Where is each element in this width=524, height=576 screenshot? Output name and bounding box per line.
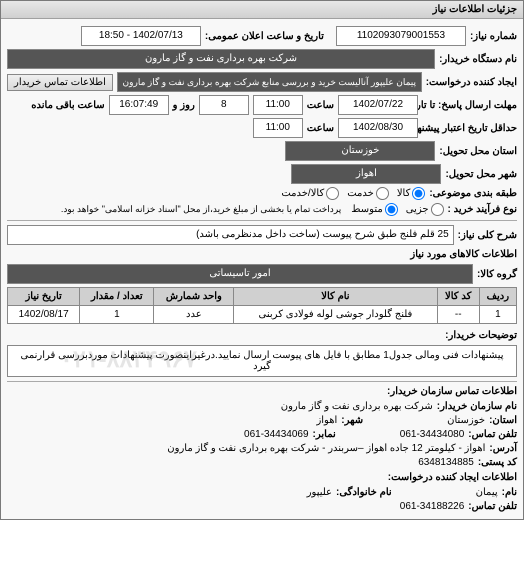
contact-city-value: اهواز: [316, 415, 337, 426]
radio-medium[interactable]: [385, 203, 398, 216]
contact-address-value: اهواز - کیلومتر 12 جاده اهواز –سربندر - …: [167, 443, 485, 454]
deadline-remaining-label: ساعت باقی مانده: [31, 100, 104, 111]
cell-date: 1402/08/17: [8, 306, 80, 324]
radio-medium-label: متوسط: [351, 204, 382, 215]
validity-date: 1402/08/30: [338, 118, 418, 138]
requester-label: ایجاد کننده درخواست:: [426, 77, 517, 88]
contact-address-label: آدرس:: [489, 443, 517, 454]
th-row: ردیف: [479, 288, 516, 306]
contact-postal-value: 6348134885: [418, 457, 474, 468]
requester-value: پیمان علیپور آنالیست خرید و بررسی منابع …: [117, 72, 422, 92]
buyer-name-label: نام دستگاه خریدار:: [439, 54, 517, 65]
panel-title: جزئیات اطلاعات نیاز: [1, 1, 523, 19]
contact-phone-value: 061-34434080: [400, 429, 465, 440]
th-date: تاریخ نیاز: [8, 288, 80, 306]
buyer-name-value: شرکت بهره برداری نفت و گاز مارون: [7, 49, 435, 69]
req-phone-label: تلفن تماس:: [468, 501, 517, 512]
province-value: خوزستان: [285, 141, 435, 161]
deadline-time-label: ساعت: [307, 100, 334, 111]
description-value: 25 قلم فلنج طبق شرح پیوست (ساخت داخل مدن…: [7, 225, 454, 245]
cell-qty: 1: [80, 306, 154, 324]
public-date-label: تاریخ و ساعت اعلان عمومی:: [205, 31, 324, 42]
radio-both-label: کالا/خدمت: [281, 188, 324, 199]
city-label: شهر محل تحویل:: [445, 169, 517, 180]
table-header-row: ردیف کد کالا نام کالا واحد شمارش تعداد /…: [8, 288, 517, 306]
subject-category-group: کالا خدمت کالا/خدمت: [281, 187, 425, 200]
goods-group-value: امور تاسیساتی: [7, 264, 473, 284]
cell-row: 1: [479, 306, 516, 324]
radio-goods[interactable]: [412, 187, 425, 200]
cell-unit: عدد: [154, 306, 234, 324]
radio-service-label: خدمت: [347, 188, 374, 199]
radio-goods-label: کالا: [397, 188, 411, 199]
th-name: نام کالا: [234, 288, 437, 306]
validity-label: حداقل تاریخ اعتبار پیشنهاد: تا تاریخ:: [422, 123, 517, 134]
main-panel: جزئیات اطلاعات نیاز شماره نیاز: 11020930…: [0, 0, 524, 520]
purchase-type-group: جزیی متوسط: [351, 203, 443, 216]
radio-service[interactable]: [376, 187, 389, 200]
goods-table: ردیف کد کالا نام کالا واحد شمارش تعداد /…: [7, 287, 517, 324]
contact-province-label: استان:: [489, 415, 517, 426]
contact-fax-label: نمابر:: [313, 429, 336, 440]
contact-phone-label: تلفن تماس:: [468, 429, 517, 440]
validity-time: 11:00: [253, 118, 303, 138]
validity-time-label: ساعت: [307, 123, 334, 134]
deadline-label: مهلت ارسال پاسخ: تا تاریخ:: [422, 100, 517, 111]
cell-name: فلنج گلودار جوشی لوله فولادی کربنی: [234, 306, 437, 324]
contact-postal-label: کد پستی:: [478, 457, 517, 468]
request-number-label: شماره نیاز:: [470, 31, 517, 42]
request-number-value: 1102093079001553: [336, 26, 466, 46]
org-label: نام سازمان خریدار:: [437, 401, 517, 412]
contact-fax-value: 061-34434069: [244, 429, 309, 440]
contact-section-title: اطلاعات تماس سازمان خریدار:: [7, 386, 517, 397]
radio-minor[interactable]: [431, 203, 444, 216]
buyer-contact-button[interactable]: اطلاعات تماس خریدار: [7, 74, 113, 91]
deadline-remaining: 16:07:49: [109, 95, 169, 115]
purchase-type-note: پرداخت تمام یا بخشی از مبلغ خرید،از محل …: [61, 204, 341, 215]
th-code: کد کالا: [437, 288, 479, 306]
requester-section-title: اطلاعات ایجاد کننده درخواست:: [7, 472, 517, 483]
radio-both[interactable]: [326, 187, 339, 200]
cell-code: --: [437, 306, 479, 324]
deadline-days: 8: [199, 95, 249, 115]
radio-minor-label: جزیی: [406, 204, 429, 215]
org-value: شرکت بهره برداری نفت و گاز مارون: [281, 401, 433, 412]
deadline-date: 1402/07/22: [338, 95, 418, 115]
contact-province-value: خوزستان: [447, 415, 485, 426]
description-label: شرح کلی نیاز:: [458, 230, 517, 241]
public-date-value: 1402/07/13 - 18:50: [81, 26, 201, 46]
req-lastname-label: نام خانوادگی:: [336, 487, 392, 498]
deadline-time: 11:00: [253, 95, 303, 115]
table-row[interactable]: 1 -- فلنج گلودار جوشی لوله فولادی کربنی …: [8, 306, 517, 324]
buyer-notes-value: پیشنهادات فنی ومالی جدول1 مطابق با فایل …: [7, 345, 517, 377]
contact-city-label: شهر:: [341, 415, 363, 426]
subject-category-label: طبقه بندی موضوعی:: [429, 188, 517, 199]
req-lastname-value: علیپور: [307, 487, 332, 498]
deadline-days-label: روز و: [173, 100, 195, 111]
buyer-notes-label: توضیحات خریدار:: [445, 330, 517, 341]
goods-group-label: گروه کالا:: [477, 269, 517, 280]
province-label: استان محل تحویل:: [439, 146, 517, 157]
th-unit: واحد شمارش: [154, 288, 234, 306]
req-name-label: نام:: [502, 487, 517, 498]
purchase-type-label: نوع فرآیند خرید :: [448, 204, 517, 215]
th-qty: تعداد / مقدار: [80, 288, 154, 306]
req-name-value: پیمان: [476, 487, 498, 498]
goods-section-title: اطلاعات کالاهای مورد نیاز: [7, 249, 517, 260]
req-phone-value: 061-34188226: [400, 501, 465, 512]
city-value: اهواز: [291, 164, 441, 184]
